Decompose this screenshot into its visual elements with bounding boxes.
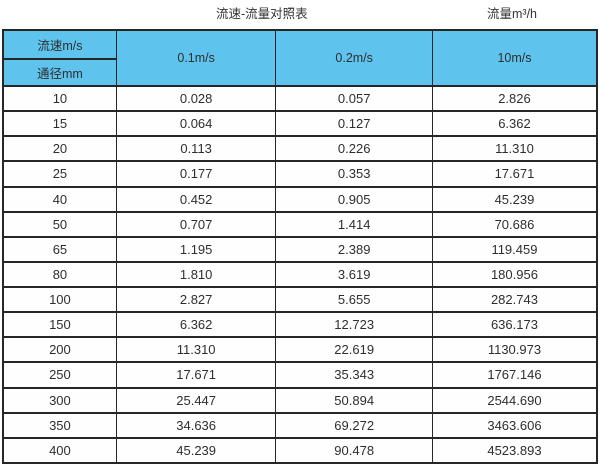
flow-cell-0.1ms: 0.113 — [115, 135, 277, 163]
flow-cell-10ms: 4523.893 — [431, 436, 598, 465]
table-row: 80 1.810 3.619 180.956 — [2, 260, 598, 289]
diameter-cell: 65 — [2, 235, 117, 263]
flow-table: 流速m/s 0.1m/s 0.2m/s 10m/s 通径mm 10 0.028 … — [2, 29, 598, 465]
corner-header-diameter: 通径mm — [2, 58, 117, 87]
flow-cell-0.1ms: 0.452 — [115, 185, 277, 213]
table-row: 200 11.310 22.619 1130.973 — [2, 336, 598, 364]
flow-cell-0.1ms: 1.810 — [115, 260, 277, 289]
flow-cell-0.2ms: 5.655 — [275, 285, 433, 314]
diameter-cell: 300 — [2, 386, 117, 414]
table-body: 10 0.028 0.057 2.826 15 0.064 0.127 6.36… — [2, 84, 598, 465]
diameter-cell: 100 — [2, 285, 117, 314]
flow-cell-10ms: 45.239 — [431, 185, 598, 213]
flow-cell-0.1ms: 25.447 — [115, 386, 277, 414]
corner-header-velocity: 流速m/s — [2, 29, 117, 60]
diameter-cell: 40 — [2, 185, 117, 213]
table-row: 100 2.827 5.655 282.743 — [2, 285, 598, 314]
diameter-cell: 50 — [2, 210, 117, 238]
table-row: 350 34.636 69.272 3463.606 — [2, 411, 598, 439]
flow-cell-0.2ms: 69.272 — [275, 411, 433, 439]
flow-cell-0.2ms: 3.619 — [275, 260, 433, 289]
table-row: 300 25.447 50.894 2544.690 — [2, 386, 598, 414]
table-row: 10 0.028 0.057 2.826 — [2, 84, 598, 113]
table-title: 流速-流量对照表 — [216, 7, 308, 21]
flow-cell-0.2ms: 0.905 — [275, 185, 433, 213]
diameter-cell: 25 — [2, 160, 117, 188]
diameter-cell: 15 — [2, 110, 117, 138]
flow-cell-0.1ms: 2.827 — [115, 285, 277, 314]
flow-cell-0.2ms: 22.619 — [275, 336, 433, 364]
flow-cell-10ms: 17.671 — [431, 160, 598, 188]
column-header-0.1ms: 0.1m/s — [115, 29, 277, 87]
flow-cell-0.1ms: 1.195 — [115, 235, 277, 263]
table-row: 150 6.362 12.723 636.173 — [2, 311, 598, 339]
flow-cell-0.2ms: 1.414 — [275, 210, 433, 238]
table-row: 250 17.671 35.343 1767.146 — [2, 361, 598, 389]
flow-cell-0.2ms: 12.723 — [275, 311, 433, 339]
flow-cell-10ms: 1767.146 — [431, 361, 598, 389]
flow-cell-10ms: 2544.690 — [431, 386, 598, 414]
flow-cell-0.2ms: 90.478 — [275, 436, 433, 465]
flow-cell-0.1ms: 6.362 — [115, 311, 277, 339]
flow-cell-10ms: 282.743 — [431, 285, 598, 314]
table-row: 40 0.452 0.905 45.239 — [2, 185, 598, 213]
diameter-cell: 400 — [2, 436, 117, 465]
diameter-cell: 10 — [2, 84, 117, 113]
column-header-0.2ms: 0.2m/s — [275, 29, 433, 87]
header-row-top: 流速m/s 0.1m/s 0.2m/s 10m/s — [2, 29, 598, 87]
flow-cell-10ms: 70.686 — [431, 210, 598, 238]
flow-cell-0.1ms: 17.671 — [115, 361, 277, 389]
flow-cell-0.2ms: 2.389 — [275, 235, 433, 263]
flow-cell-0.1ms: 0.028 — [115, 84, 277, 113]
table-row: 15 0.064 0.127 6.362 — [2, 110, 598, 138]
diameter-cell: 150 — [2, 311, 117, 339]
diameter-cell: 80 — [2, 260, 117, 289]
diameter-cell: 200 — [2, 336, 117, 364]
flow-cell-10ms: 119.459 — [431, 235, 598, 263]
flow-cell-10ms: 180.956 — [431, 260, 598, 289]
table-row: 400 45.239 90.478 4523.893 — [2, 436, 598, 465]
flow-cell-10ms: 636.173 — [431, 311, 598, 339]
flow-cell-10ms: 6.362 — [431, 110, 598, 138]
flow-cell-10ms: 11.310 — [431, 135, 598, 163]
flow-cell-10ms: 2.826 — [431, 84, 598, 113]
flow-cell-0.1ms: 0.707 — [115, 210, 277, 238]
flow-cell-0.2ms: 0.226 — [275, 135, 433, 163]
diameter-cell: 20 — [2, 135, 117, 163]
header-row-bottom: 通径mm — [2, 58, 597, 87]
flow-cell-0.2ms: 0.057 — [275, 84, 433, 113]
table-row: 50 0.707 1.414 70.686 — [2, 210, 598, 238]
flow-cell-10ms: 3463.606 — [431, 411, 598, 439]
flow-cell-0.2ms: 35.343 — [275, 361, 433, 389]
flow-cell-0.1ms: 0.177 — [115, 160, 277, 188]
table-row: 25 0.177 0.353 17.671 — [2, 160, 598, 188]
column-header-10ms: 10m/s — [431, 29, 598, 87]
diameter-cell: 250 — [2, 361, 117, 389]
diameter-cell: 350 — [2, 411, 117, 439]
flow-cell-0.1ms: 45.239 — [115, 436, 277, 465]
table-row: 20 0.113 0.226 11.310 — [2, 135, 598, 163]
flow-cell-10ms: 1130.973 — [431, 336, 598, 364]
flow-cell-0.2ms: 0.353 — [275, 160, 433, 188]
flow-unit-label: 流量m³/h — [487, 7, 538, 21]
flow-cell-0.1ms: 11.310 — [115, 336, 277, 364]
flow-cell-0.2ms: 0.127 — [275, 110, 433, 138]
flow-cell-0.1ms: 34.636 — [115, 411, 277, 439]
table-row: 65 1.195 2.389 119.459 — [2, 235, 598, 263]
flow-cell-0.1ms: 0.064 — [115, 110, 277, 138]
flow-cell-0.2ms: 50.894 — [275, 386, 433, 414]
